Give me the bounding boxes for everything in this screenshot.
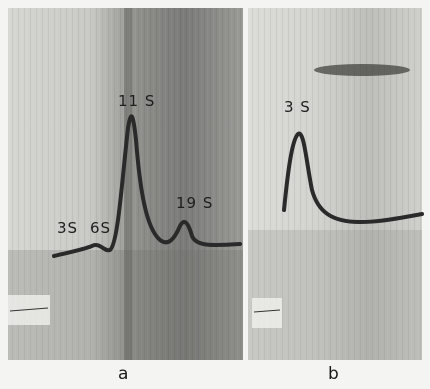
panel-a [8,8,243,360]
trace-b [282,131,424,225]
peak-label-6s: 6S [90,219,112,237]
peak-label-3s-b: 3 S [284,98,311,116]
peak-label-3s-a: 3S [57,219,79,237]
peak-label-19s: 19 S [176,194,214,212]
trace-a [52,114,242,258]
panel-b [248,8,424,360]
panel-letter-b: b [328,364,339,384]
peak-label-11s: 11 S [118,92,156,110]
panel-letter-a: a [118,364,129,384]
